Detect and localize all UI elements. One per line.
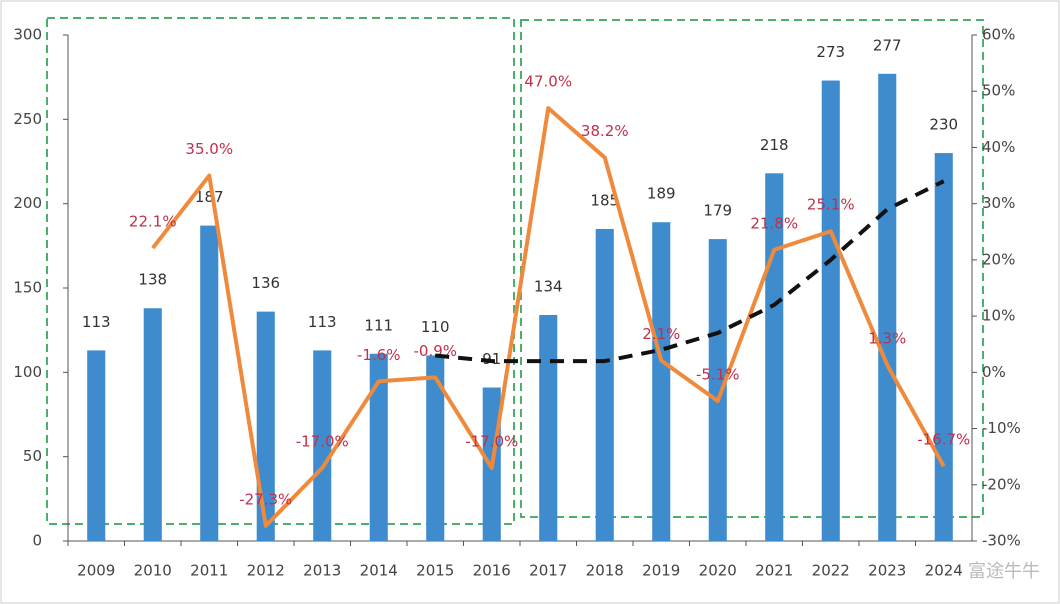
x-tick-label: 2018 <box>586 562 624 580</box>
value-label: -16.7% <box>917 431 970 449</box>
y2-tick-label: 50% <box>982 82 1015 100</box>
x-tick-label: 2019 <box>642 562 680 580</box>
value-label: -17.0% <box>296 432 349 450</box>
value-label: -5.1% <box>696 366 740 384</box>
x-tick-label: 2014 <box>360 562 398 580</box>
y-tick-label: 250 <box>13 110 42 128</box>
bar-label: 113 <box>82 313 111 331</box>
y2-tick-label: 0% <box>982 363 1006 381</box>
x-tick-label: 2022 <box>812 562 850 580</box>
value-label: 22.1% <box>129 213 177 231</box>
bar-label: 277 <box>873 36 902 54</box>
highlight-box <box>46 17 515 525</box>
y-tick-label: 100 <box>13 363 42 381</box>
bar-label: 218 <box>760 136 789 154</box>
bar-label: 91 <box>482 350 501 368</box>
bar <box>87 350 106 541</box>
bar-label: 110 <box>421 318 450 336</box>
y-tick-label: 300 <box>13 26 42 44</box>
y-tick-label: 200 <box>13 194 42 212</box>
y2-tick-label: 40% <box>982 138 1015 156</box>
bar-label: 273 <box>816 43 845 61</box>
x-tick-label: 2017 <box>529 562 567 580</box>
bar <box>708 239 727 541</box>
y2-tick-label: 20% <box>982 250 1015 268</box>
bar-label: 136 <box>251 274 280 292</box>
y2-tick-label: -30% <box>982 532 1021 550</box>
bar-label: 230 <box>929 116 958 134</box>
y-tick-label: 150 <box>13 279 42 297</box>
value-label: 21.8% <box>750 214 798 232</box>
bar-label: 134 <box>534 277 563 295</box>
y2-tick-label: 30% <box>982 194 1015 212</box>
x-tick-label: 2015 <box>416 562 454 580</box>
value-label: 35.0% <box>185 140 233 158</box>
bar-label: 113 <box>308 313 337 331</box>
value-label: 38.2% <box>581 122 629 140</box>
bar-label: 111 <box>364 316 393 334</box>
bar-label: 185 <box>590 191 619 209</box>
x-tick-label: 2013 <box>303 562 341 580</box>
bar <box>934 153 953 542</box>
value-label: -1.6% <box>357 346 401 364</box>
bar <box>878 73 897 541</box>
y2-tick-label: -20% <box>982 475 1021 493</box>
bar <box>369 353 388 541</box>
x-tick-label: 2023 <box>868 562 906 580</box>
bar <box>539 314 558 541</box>
value-label: -27.3% <box>239 490 292 508</box>
value-label: 47.0% <box>524 73 572 91</box>
bar <box>821 80 840 541</box>
x-tick-label: 2011 <box>190 562 228 580</box>
bar <box>652 222 671 541</box>
value-label: 25.1% <box>807 196 855 214</box>
bar <box>313 350 332 541</box>
y-tick-label: 0 <box>32 532 42 550</box>
trend-line <box>435 179 945 364</box>
bar-label: 189 <box>647 185 676 203</box>
x-tick-label: 2021 <box>755 562 793 580</box>
value-label: 1.3% <box>868 330 906 348</box>
bar <box>200 225 219 542</box>
y2-tick-label: 60% <box>982 26 1015 44</box>
x-tick-label: 2009 <box>77 562 115 580</box>
x-tick-label: 2024 <box>925 562 963 580</box>
bar <box>256 311 275 541</box>
bar <box>595 228 614 541</box>
bar-label: 138 <box>138 271 167 289</box>
x-tick-label: 2010 <box>134 562 172 580</box>
value-label: -17.0% <box>465 432 518 450</box>
highlight-box <box>520 19 984 518</box>
x-tick-label: 2020 <box>699 562 737 580</box>
y2-tick-label: -10% <box>982 419 1021 437</box>
watermark: 富途牛牛 <box>968 561 1040 582</box>
bar-label: 179 <box>703 202 732 220</box>
bar-label: 187 <box>195 188 224 206</box>
y-tick-label: 50 <box>23 447 42 465</box>
bar <box>426 355 445 541</box>
value-label: 2.1% <box>642 325 680 343</box>
bar <box>143 308 162 541</box>
y2-tick-label: 10% <box>982 307 1015 325</box>
growth-line <box>151 106 946 528</box>
x-tick-label: 2016 <box>473 562 511 580</box>
x-tick-label: 2012 <box>247 562 285 580</box>
